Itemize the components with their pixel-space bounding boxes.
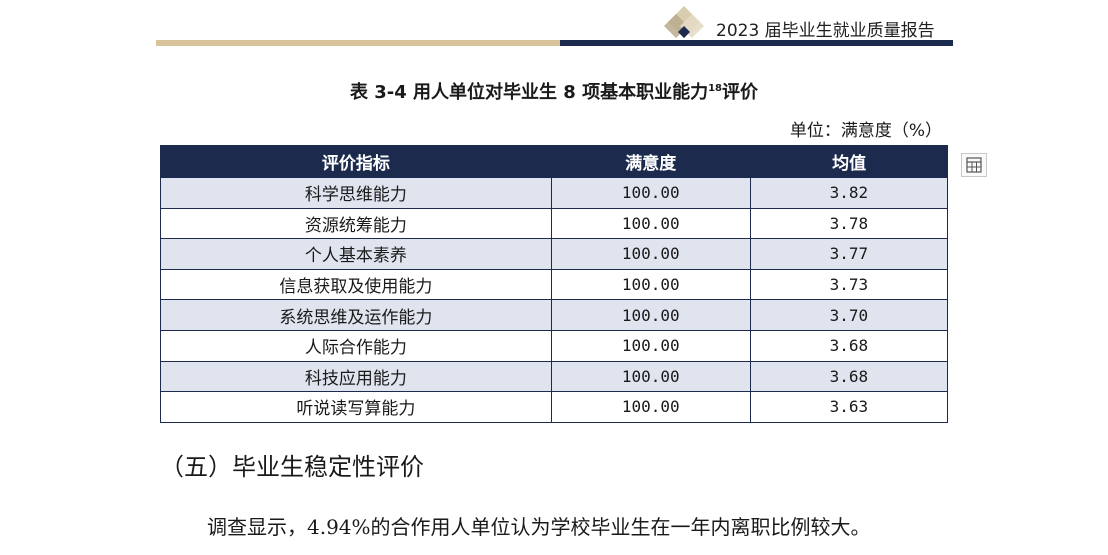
cell-mean: 3.68 <box>749 329 949 362</box>
cell-satisfaction: 100.00 <box>550 268 751 301</box>
cell-mean: 3.73 <box>749 268 949 301</box>
section-heading: （五）毕业生稳定性评价 <box>160 453 424 481</box>
table-row: 资源统筹能力 100.00 3.78 <box>160 207 949 240</box>
cell-indicator: 人际合作能力 <box>160 329 552 362</box>
cell-satisfaction: 100.00 <box>550 299 751 331</box>
header-mean: 均值 <box>749 145 948 178</box>
cell-satisfaction: 100.00 <box>550 360 751 393</box>
table-row: 系统思维及运作能力 100.00 3.70 <box>160 299 949 331</box>
cell-mean: 3.77 <box>749 238 949 270</box>
report-header-title: 2023 届毕业生就业质量报告 <box>716 21 935 41</box>
cell-mean: 3.68 <box>749 360 949 393</box>
report-logo <box>664 6 704 38</box>
cell-mean: 3.78 <box>749 207 949 240</box>
ability-table: 评价指标 满意度 均值 科学思维能力 100.00 3.82 资源统筹能力 10… <box>160 145 949 423</box>
cell-indicator: 资源统筹能力 <box>160 207 552 240</box>
cell-satisfaction: 100.00 <box>550 207 751 240</box>
caption-text: 表 3-4 用人单位对毕业生 8 项基本职业能力 <box>349 82 709 103</box>
table-row: 科技应用能力 100.00 3.68 <box>160 360 949 393</box>
caption-footnote: 18 <box>708 83 723 94</box>
header-indicator: 评价指标 <box>160 145 552 178</box>
table-header-row: 评价指标 满意度 均值 <box>160 145 948 178</box>
body-paragraph: 调查显示，4.94%的合作用人单位认为学校毕业生在一年内离职比例较大。 <box>207 515 871 539</box>
cell-satisfaction: 100.00 <box>550 329 751 362</box>
cell-indicator: 信息获取及使用能力 <box>160 268 552 301</box>
table-row: 科学思维能力 100.00 3.82 <box>160 177 949 209</box>
cell-indicator: 系统思维及运作能力 <box>160 299 552 331</box>
caption-suffix: 评价 <box>722 82 759 103</box>
cell-indicator: 科技应用能力 <box>160 360 552 393</box>
table-row: 听说读写算能力 100.00 3.63 <box>160 391 949 423</box>
cell-mean: 3.70 <box>749 299 949 331</box>
cell-mean: 3.63 <box>749 391 949 423</box>
cell-indicator: 科学思维能力 <box>160 177 552 209</box>
unit-note: 单位：满意度（%） <box>789 121 942 141</box>
table-caption: 表 3-4 用人单位对毕业生 8 项基本职业能力18评价 <box>0 78 1108 104</box>
cell-satisfaction: 100.00 <box>550 391 751 423</box>
header-rule-navy <box>560 40 953 46</box>
table-icon[interactable] <box>961 153 987 177</box>
cell-mean: 3.82 <box>749 177 949 209</box>
table-row: 人际合作能力 100.00 3.68 <box>160 329 949 362</box>
table-row: 信息获取及使用能力 100.00 3.73 <box>160 268 949 301</box>
header-satisfaction: 满意度 <box>550 145 751 178</box>
table-row: 个人基本素养 100.00 3.77 <box>160 238 949 270</box>
cell-indicator: 听说读写算能力 <box>160 391 552 423</box>
cell-satisfaction: 100.00 <box>550 177 751 209</box>
header-rule-gold <box>156 40 560 46</box>
cell-indicator: 个人基本素养 <box>160 238 552 270</box>
cell-satisfaction: 100.00 <box>550 238 751 270</box>
